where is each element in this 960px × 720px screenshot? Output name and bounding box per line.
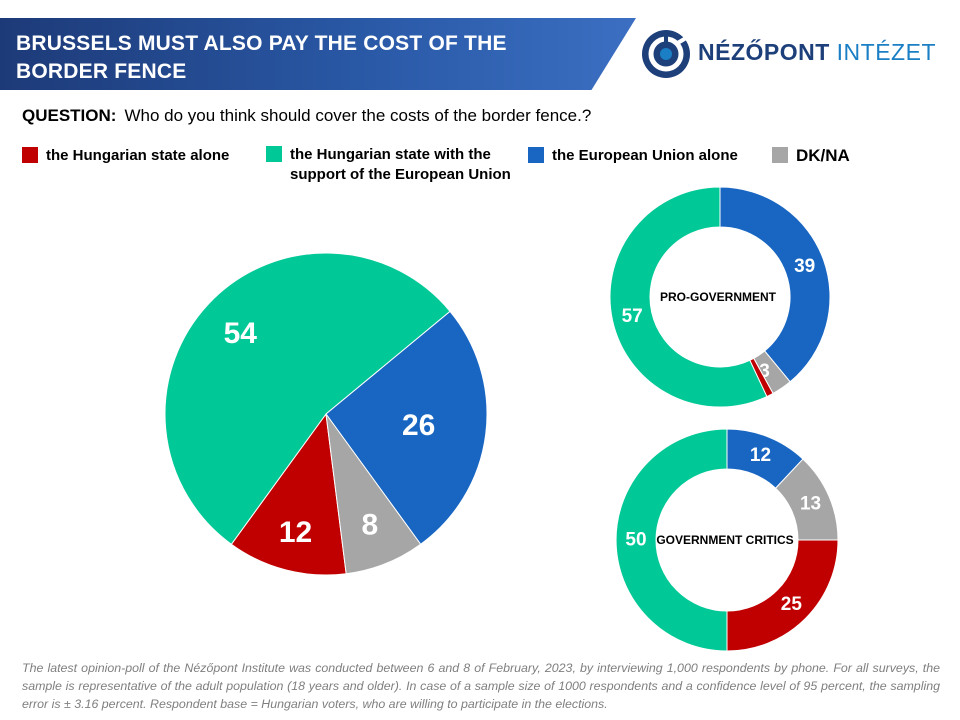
slice-dkna: [325, 413, 422, 575]
data-label-hungarian-state-with-eu: 54: [224, 317, 258, 350]
data-label-hungarian-state-alone: 25: [781, 594, 803, 615]
total-chart: 12 54 26 8: [164, 252, 488, 576]
data-label-eu-alone: 39: [794, 256, 815, 277]
data-label-dkna: 13: [800, 493, 821, 514]
slice-eu-alone: [719, 186, 831, 383]
legend-swatch: [772, 147, 788, 163]
legend-swatch: [22, 147, 38, 163]
legend-label: the Hungarian state with the support of …: [290, 146, 511, 183]
chart-title: PRO-GOVERNMENT: [660, 290, 777, 304]
logo-text: NÉZŐPONT INTÉZET: [698, 39, 936, 66]
question: QUESTION: Who do you think should cover t…: [22, 106, 591, 126]
legend-swatch: [528, 147, 544, 163]
slice-hungarian-state-alone: [230, 412, 347, 576]
legend-swatch: [266, 146, 282, 162]
data-label-eu-alone: 12: [750, 445, 771, 466]
government-critics-chart: 12 13 25 50 GOVERNMENT CRITICS: [615, 428, 839, 652]
chart-title: GOVERNMENT CRITICS: [656, 533, 793, 547]
logo-mark-icon: [642, 30, 690, 78]
legend-label: DK/NA: [796, 146, 850, 165]
legend-item-hungarian-state-with-eu: the Hungarian state with the support of …: [266, 145, 522, 185]
slice-eu-alone: [325, 310, 488, 545]
logo-suffix: INTÉZET: [836, 39, 937, 65]
question-text: Who do you think should cover the costs …: [124, 106, 592, 125]
legend-label: the Hungarian state alone: [46, 147, 230, 164]
footnote: The latest opinion-poll of the Nézőpont …: [22, 661, 940, 711]
data-label-dkna: 8: [362, 508, 379, 541]
data-label-eu-alone: 26: [402, 409, 435, 442]
title-banner: BRUSSELS MUST ALSO PAY THE COST OF THE B…: [0, 18, 636, 90]
legend-item-eu-alone: the European Union alone: [528, 146, 738, 166]
question-label: QUESTION:: [22, 106, 117, 125]
slice-hungarian-state-with-eu: [615, 428, 728, 652]
data-label-hungarian-state-alone: 12: [279, 516, 312, 549]
page-title: BRUSSELS MUST ALSO PAY THE COST OF THE B…: [16, 32, 507, 83]
slice-hungarian-state-with-eu: [164, 252, 451, 545]
pro-government-chart: 393157PRO-GOVERNMENT: [609, 186, 831, 408]
legend-item-dkna: DK/NA: [772, 146, 850, 166]
data-label-dkna: 3: [759, 361, 770, 382]
data-label-hungarian-state-with-eu: 57: [622, 306, 643, 327]
logo: NÉZŐPONT INTÉZET: [640, 24, 940, 84]
legend-item-hungarian-state: the Hungarian state alone: [22, 146, 229, 166]
logo-name: NÉZŐPONT: [698, 39, 830, 65]
slice-hungarian-state-with-eu: [609, 186, 768, 408]
legend-label: the European Union alone: [552, 147, 738, 164]
data-label-hungarian-state-with-eu: 50: [625, 530, 646, 551]
